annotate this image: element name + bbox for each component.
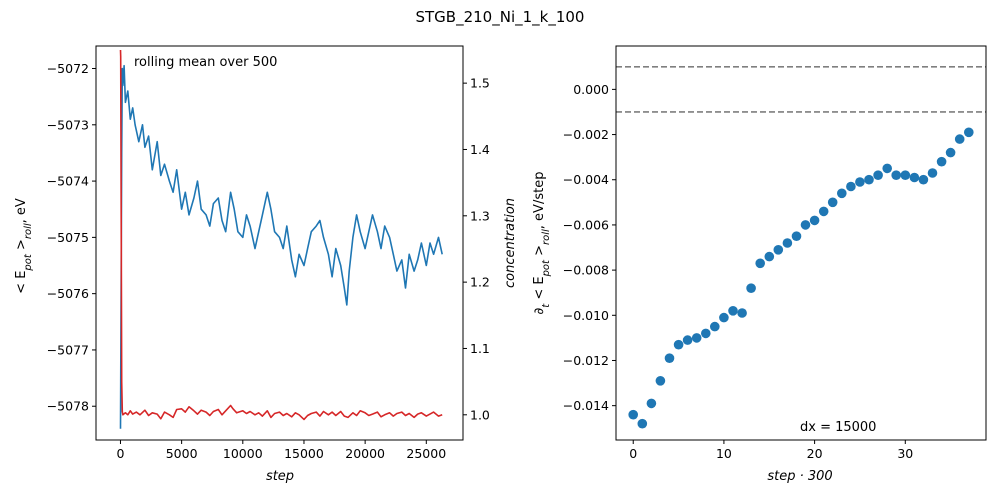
scatter-point bbox=[682, 335, 693, 345]
right-y-tick-label: 1.3 bbox=[470, 208, 490, 223]
y-tick-label: −0.006 bbox=[563, 217, 609, 232]
right-chart: 0 10 20 30 0.000 −0.002 −0.004 −0.006 −0.008 −0.… bbox=[532, 45, 987, 484]
scatter-point bbox=[791, 231, 802, 241]
scatter-point bbox=[710, 321, 720, 332]
x-tick-label: 15000 bbox=[284, 446, 324, 461]
left-chart-right-y-label: concentration bbox=[503, 198, 518, 288]
figure-title: STGB_210_Ni_1_k_100 bbox=[416, 8, 585, 27]
scatter-point bbox=[873, 170, 883, 180]
scatter-point bbox=[755, 258, 765, 269]
scatter-point bbox=[655, 376, 666, 386]
y-tick-label: −0.012 bbox=[563, 353, 609, 368]
y-tick-label: −5077 bbox=[47, 342, 89, 357]
energy-series-line bbox=[119, 64, 443, 429]
x-tick-label: 20 bbox=[807, 446, 823, 461]
y-tick-label: −0.004 bbox=[563, 172, 609, 187]
left-chart-x-ticks: 0 5000 10000 15000 20000 25000 bbox=[116, 440, 446, 461]
y-tick-label: 0.000 bbox=[573, 82, 609, 97]
right-y-tick-label: 1.2 bbox=[470, 275, 490, 290]
y-tick-label: −5073 bbox=[47, 117, 89, 132]
right-y-tick-label: 1.0 bbox=[470, 407, 490, 422]
scatter-point bbox=[800, 220, 811, 230]
y-tick-label: −0.010 bbox=[563, 308, 609, 323]
y-tick-label: −0.002 bbox=[563, 127, 609, 142]
scatter-point bbox=[809, 215, 820, 226]
scatter-point bbox=[719, 312, 729, 323]
concentration-series-line bbox=[119, 49, 443, 421]
right-y-tick-label: 1.1 bbox=[470, 341, 490, 356]
scatter-point bbox=[954, 134, 965, 144]
scatter-point bbox=[882, 163, 892, 174]
x-tick-label: 25000 bbox=[406, 446, 446, 461]
scatter-point bbox=[927, 168, 938, 178]
x-tick-label: 0 bbox=[629, 446, 637, 461]
scatter-point bbox=[691, 333, 702, 343]
right-chart-x-label: step · 300 bbox=[767, 469, 832, 484]
right-chart-annotation: dx = 15000 bbox=[800, 420, 876, 435]
left-chart: 0 5000 10000 15000 20000 25000 −5072−5073−507… bbox=[14, 45, 518, 484]
x-tick-label: 10 bbox=[716, 446, 732, 461]
y-tick-label: −0.014 bbox=[563, 398, 609, 413]
scatter-point bbox=[864, 174, 874, 185]
right-y-tick-label: 1.4 bbox=[470, 142, 490, 157]
right-chart-y-ticks: 0.000 −0.002 −0.004 −0.006 −0.008 −0.010 −0.01… bbox=[563, 82, 616, 413]
scatter-point bbox=[628, 409, 638, 420]
scatter-point bbox=[855, 177, 865, 187]
scatter-point bbox=[646, 398, 657, 409]
right-chart-points bbox=[628, 127, 974, 429]
left-chart-frame bbox=[95, 45, 464, 441]
y-tick-label: −5074 bbox=[47, 174, 89, 189]
y-tick-label: −5075 bbox=[47, 230, 89, 245]
left-chart-right-y-ticks: 1.0 1.1 1.2 1.3 1.4 1.5 bbox=[463, 76, 490, 422]
scatter-point bbox=[773, 245, 784, 255]
scatter-point bbox=[909, 172, 920, 183]
left-chart-y-label: < Epot​ >roll​, eV bbox=[14, 198, 34, 294]
scatter-point bbox=[764, 251, 775, 262]
x-tick-label: 5000 bbox=[166, 446, 198, 461]
scatter-point bbox=[936, 156, 947, 167]
scatter-point bbox=[737, 308, 747, 318]
scatter-point bbox=[846, 181, 856, 192]
scatter-point bbox=[827, 197, 838, 208]
scatter-point bbox=[701, 328, 711, 339]
left-chart-x-label: step bbox=[266, 469, 294, 484]
scatter-point bbox=[891, 170, 901, 180]
scatter-point bbox=[637, 418, 648, 429]
x-tick-label: 0 bbox=[116, 446, 124, 461]
scatter-point bbox=[918, 174, 929, 185]
x-tick-label: 10000 bbox=[223, 446, 263, 461]
scatter-point bbox=[818, 206, 829, 217]
y-tick-label: −5078 bbox=[47, 399, 89, 414]
scatter-point bbox=[782, 238, 793, 248]
left-chart-y-ticks: −5072 −5073 −5074 −5075 −5076 −5077 −5078 bbox=[47, 61, 96, 414]
y-tick-label: −0.008 bbox=[563, 263, 609, 278]
scatter-point bbox=[673, 339, 684, 350]
right-chart-x-ticks: 0 10 20 30 bbox=[629, 440, 913, 461]
scatter-point bbox=[964, 127, 974, 138]
scatter-point bbox=[837, 188, 847, 199]
x-tick-label: 30 bbox=[897, 446, 913, 461]
right-chart-frame bbox=[615, 45, 987, 441]
y-tick-label: −5072 bbox=[47, 61, 89, 76]
right-chart-reference-lines bbox=[616, 65, 986, 113]
scatter-point bbox=[746, 283, 756, 294]
y-tick-label: −5076 bbox=[47, 286, 89, 301]
scatter-point bbox=[900, 170, 911, 180]
right-y-tick-label: 1.5 bbox=[470, 76, 490, 91]
scatter-point bbox=[945, 147, 956, 158]
right-chart-y-label: ∂t​ < Epot​ >roll​, eV/step bbox=[532, 172, 552, 315]
left-chart-series bbox=[119, 49, 443, 429]
scatter-point bbox=[664, 353, 675, 364]
left-chart-annotation: rolling mean over 500 bbox=[134, 55, 277, 70]
x-tick-label: 20000 bbox=[345, 446, 385, 461]
scatter-point bbox=[728, 306, 738, 316]
